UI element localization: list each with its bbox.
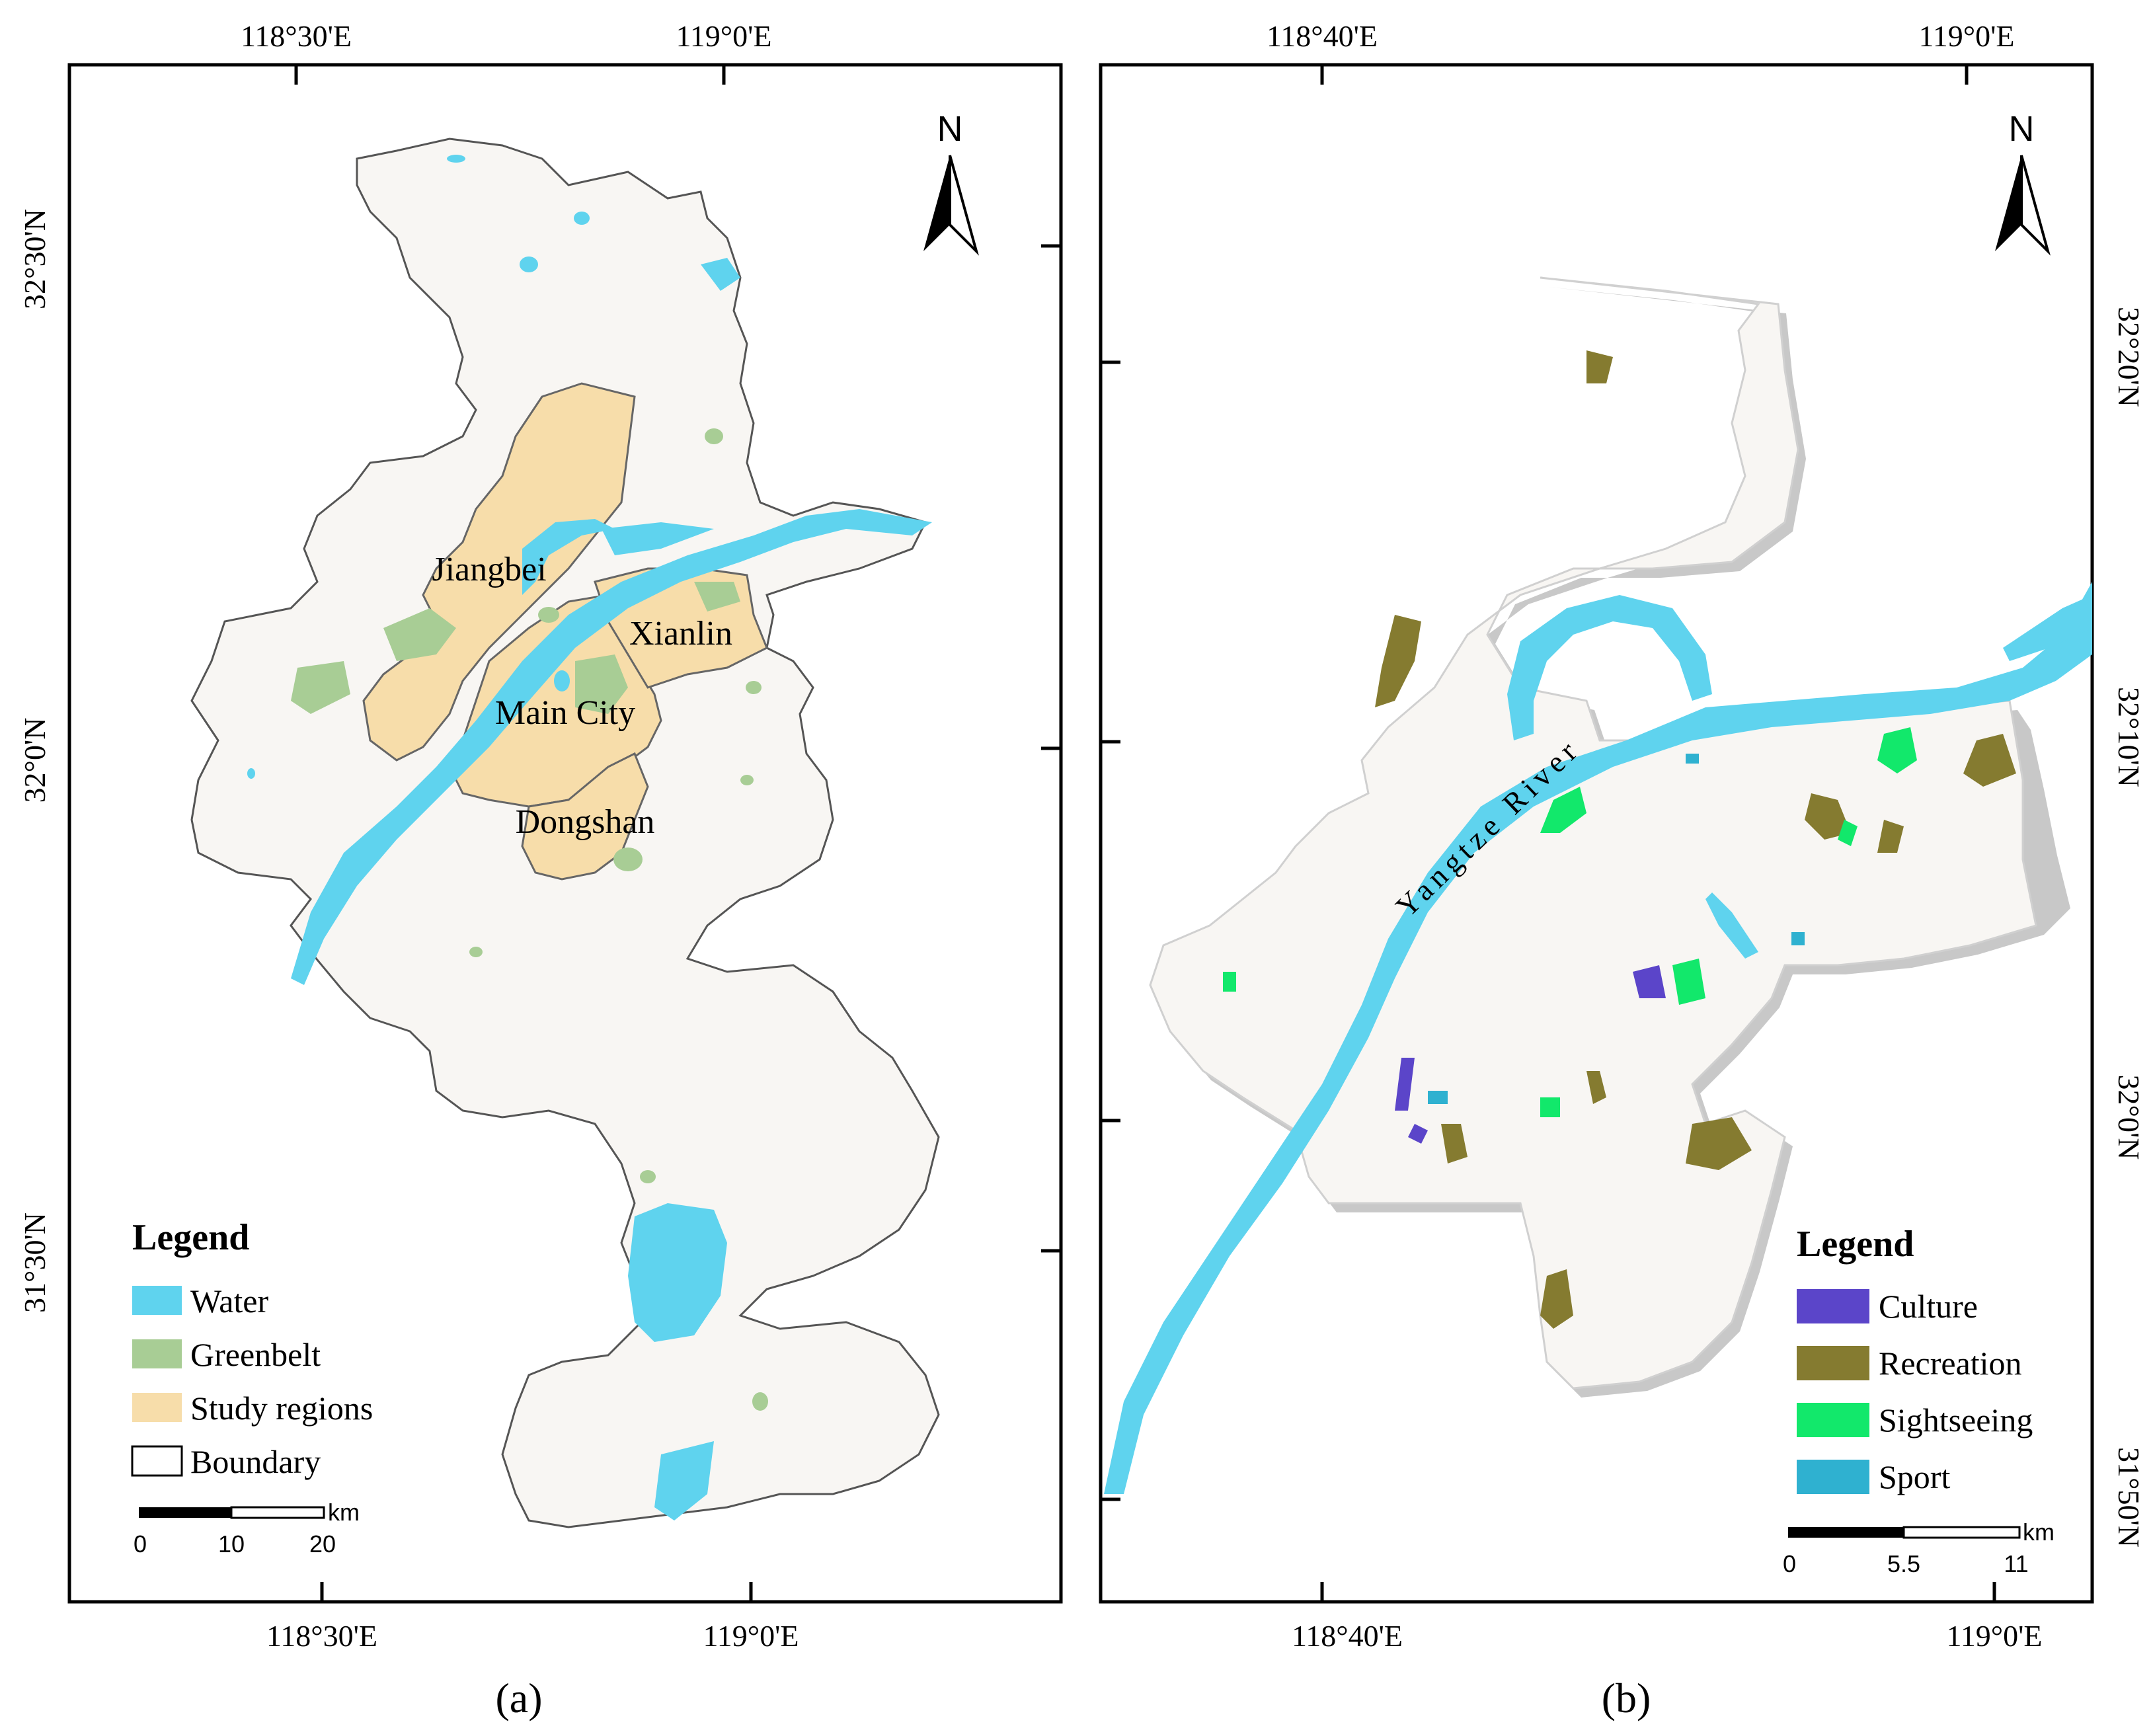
top-tick-label: 118°30'E xyxy=(241,19,352,53)
bottom-tick-label: 118°40'E xyxy=(1292,1619,1403,1653)
legend-label: Sightseeing xyxy=(1879,1401,2033,1439)
legend-title: Legend xyxy=(132,1217,249,1258)
legend-label: Culture xyxy=(1879,1288,1978,1325)
caption-b: (b) xyxy=(1602,1675,1651,1721)
top-tick-label: 119°0'E xyxy=(1918,19,2014,53)
place-label-xianlin: Xianlin xyxy=(629,615,732,652)
yangtze-river xyxy=(1104,582,2092,1494)
panel-a-ticks xyxy=(294,65,1061,1602)
scale-label: 11 xyxy=(2004,1550,2028,1577)
legend-panel-b: Legend Culture Recreation Sightseeing Sp… xyxy=(1797,1224,2033,1495)
panel-b: 118°40'E 119°0'E 118°40'E 119°0'E 32°20'… xyxy=(1099,19,2146,1721)
legend-label: Sport xyxy=(1879,1458,1950,1495)
bottom-tick-label: 118°30'E xyxy=(266,1619,377,1653)
legend-swatch-recreation xyxy=(1797,1346,1869,1380)
caption-a: (a) xyxy=(495,1675,542,1721)
scale-label: 5.5 xyxy=(1887,1550,1920,1577)
legend-swatch-sightseeing xyxy=(1797,1403,1869,1437)
north-arrow-icon: N xyxy=(1995,109,2051,256)
sightseeing-patches xyxy=(1223,727,1917,1117)
scale-label: 0 xyxy=(134,1530,147,1558)
legend-label: Study regions xyxy=(190,1390,373,1427)
panel-b-ticks xyxy=(1101,65,1996,1602)
bottom-tick-label: 119°0'E xyxy=(703,1619,799,1653)
top-tick-label: 119°0'E xyxy=(676,19,771,53)
scale-bar-panel-b: km 0 5.5 11 xyxy=(1783,1519,2055,1577)
legend-swatch-sport xyxy=(1797,1460,1869,1494)
legend-panel-a: Legend Water Greenbelt Study regions Bou… xyxy=(131,1217,373,1480)
scale-unit: km xyxy=(328,1499,360,1526)
legend-label: Recreation xyxy=(1879,1345,2022,1382)
culture-patches xyxy=(1395,965,1666,1144)
legend-label: Boundary xyxy=(190,1443,321,1480)
leisure-patches xyxy=(1223,350,2016,1329)
scale-label: 10 xyxy=(218,1530,245,1558)
legend-swatch-water xyxy=(132,1286,182,1315)
legend-swatch-study-regions xyxy=(132,1393,182,1422)
recreation-patches xyxy=(1375,350,2016,1329)
legend-swatch-culture xyxy=(1797,1289,1869,1323)
right-tick-label: 32°20'N xyxy=(2112,307,2146,407)
top-tick-label: 118°40'E xyxy=(1267,19,1378,53)
greenbelt-areas xyxy=(291,428,768,1411)
left-tick-label: 31°30'N xyxy=(18,1212,52,1313)
study-region-jiangbei xyxy=(362,382,636,762)
right-tick-label: 32°10'N xyxy=(2112,687,2146,787)
place-label-dongshan: Dongshan xyxy=(516,803,655,841)
north-arrow-icon: N xyxy=(923,109,979,256)
legend-swatch-greenbelt xyxy=(132,1339,182,1368)
scale-bar-panel-a: km 0 10 20 xyxy=(134,1499,360,1558)
sport-patches xyxy=(1428,754,1805,1104)
legend-title: Legend xyxy=(1797,1224,1914,1265)
water-bodies xyxy=(247,155,932,1520)
study-area-land xyxy=(1149,276,2070,1398)
right-tick-label: 32°0'N xyxy=(2112,1075,2146,1160)
study-region-dongshan xyxy=(521,752,649,881)
place-label-jiangbei: Jiangbei xyxy=(432,551,546,588)
scale-unit: km xyxy=(2023,1519,2055,1546)
legend-label: Greenbelt xyxy=(190,1336,321,1373)
bottom-tick-label: 119°0'E xyxy=(1946,1619,2042,1653)
panel-a: 118°30'E 119°0'E 118°30'E 119°0'E 32°30'… xyxy=(18,19,1063,1721)
right-tick-label: 31°50'N xyxy=(2112,1447,2146,1548)
north-label: N xyxy=(2009,109,2035,149)
legend-label: Water xyxy=(190,1282,268,1320)
north-label: N xyxy=(937,109,963,149)
left-tick-label: 32°30'N xyxy=(18,209,52,309)
scale-label: 0 xyxy=(1783,1550,1796,1577)
left-tick-label: 32°0'N xyxy=(18,718,52,803)
legend-swatch-boundary xyxy=(131,1445,183,1477)
scale-label: 20 xyxy=(309,1530,336,1558)
place-label-main-city: Main City xyxy=(495,694,635,732)
